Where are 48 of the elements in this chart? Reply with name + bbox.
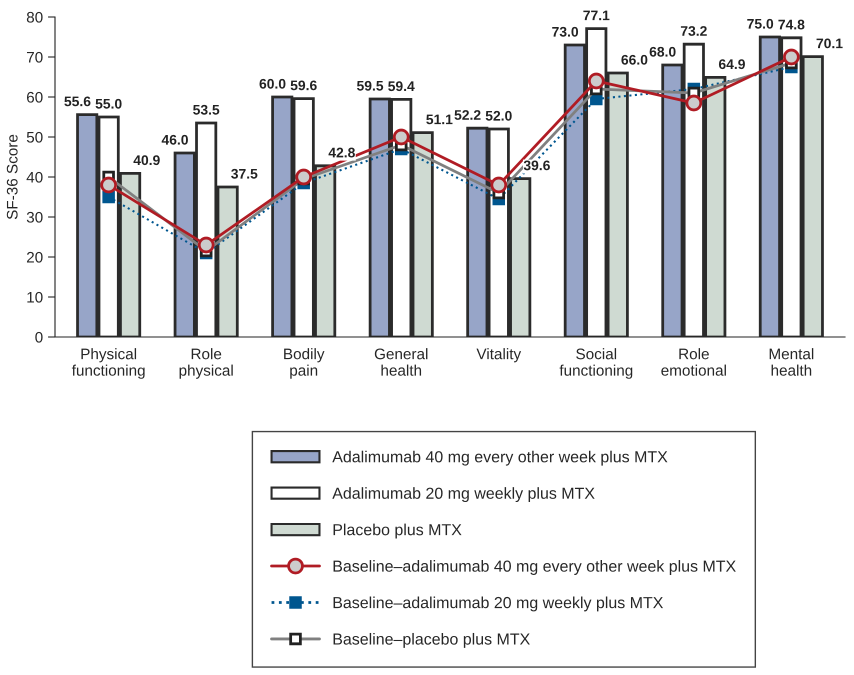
data-label: 73.2 — [680, 26, 707, 36]
x-tick-label: Role emotional — [661, 348, 726, 376]
data-label: 59.5 — [356, 80, 384, 91]
data-label: 42.8 — [328, 148, 355, 158]
data-label: 53.5 — [193, 104, 220, 115]
data-label: 40.9 — [133, 155, 160, 166]
data-label: 52.0 — [486, 110, 512, 121]
data-label: 52.2 — [454, 110, 481, 120]
y-tick-label: 40 — [26, 172, 43, 183]
y-tick-label: 0 — [35, 332, 43, 343]
legend-label: Placebo plus MTX — [334, 524, 462, 538]
x-tick-label: Vitality — [476, 348, 522, 362]
data-label: 60.0 — [260, 78, 286, 89]
data-label: 59.6 — [290, 80, 317, 90]
data-label: 55.0 — [96, 98, 122, 109]
data-label: 39.6 — [524, 160, 550, 170]
legend-label: Baseline–placebo plus MTX — [334, 632, 530, 648]
x-tick-label: Physical functioning — [72, 348, 145, 379]
data-label: 68.0 — [650, 46, 676, 57]
legend-label: Baseline–adalimumab 20 mg weekly plus MTX — [334, 596, 664, 612]
legend-label: Adalimumab 40 mg every other week plus MTX — [332, 450, 668, 466]
data-label: 46.0 — [162, 134, 188, 145]
data-label: 75.0 — [747, 18, 774, 29]
y-axis-title: SF-36 Score — [6, 134, 18, 220]
x-tick-label: Social functioning — [560, 348, 632, 379]
data-label: 55.6 — [64, 96, 90, 106]
y-tick-label: 30 — [26, 212, 43, 223]
y-tick-label: 70 — [26, 52, 43, 63]
data-label: 66.0 — [621, 54, 648, 65]
data-label: 73.0 — [552, 26, 578, 37]
data-label: 37.5 — [231, 168, 258, 179]
data-label: 51.1 — [426, 114, 452, 124]
legend-label: Baseline–adalimumab 40 mg every other week plus MTX — [334, 560, 736, 575]
legend-label: Adalimumab 20 mg weekly plus MTX — [332, 487, 595, 502]
y-tick-label: 50 — [26, 132, 43, 143]
data-label: 74.8 — [778, 20, 804, 30]
y-tick-label: 80 — [26, 12, 43, 23]
data-label: 77.1 — [583, 10, 610, 20]
y-tick-label: 20 — [26, 252, 43, 263]
x-tick-label: Bodily pain — [284, 348, 324, 379]
data-label: 64.9 — [718, 59, 745, 70]
y-tick-label: 10 — [27, 292, 43, 303]
y-tick-label: 60 — [26, 92, 43, 103]
data-label: 59.4 — [388, 81, 415, 92]
x-tick-label: Role physical — [180, 348, 233, 379]
x-tick-label: Mental health — [770, 348, 814, 376]
data-label: 70.1 — [816, 38, 843, 48]
x-tick-label: General health — [374, 348, 428, 376]
